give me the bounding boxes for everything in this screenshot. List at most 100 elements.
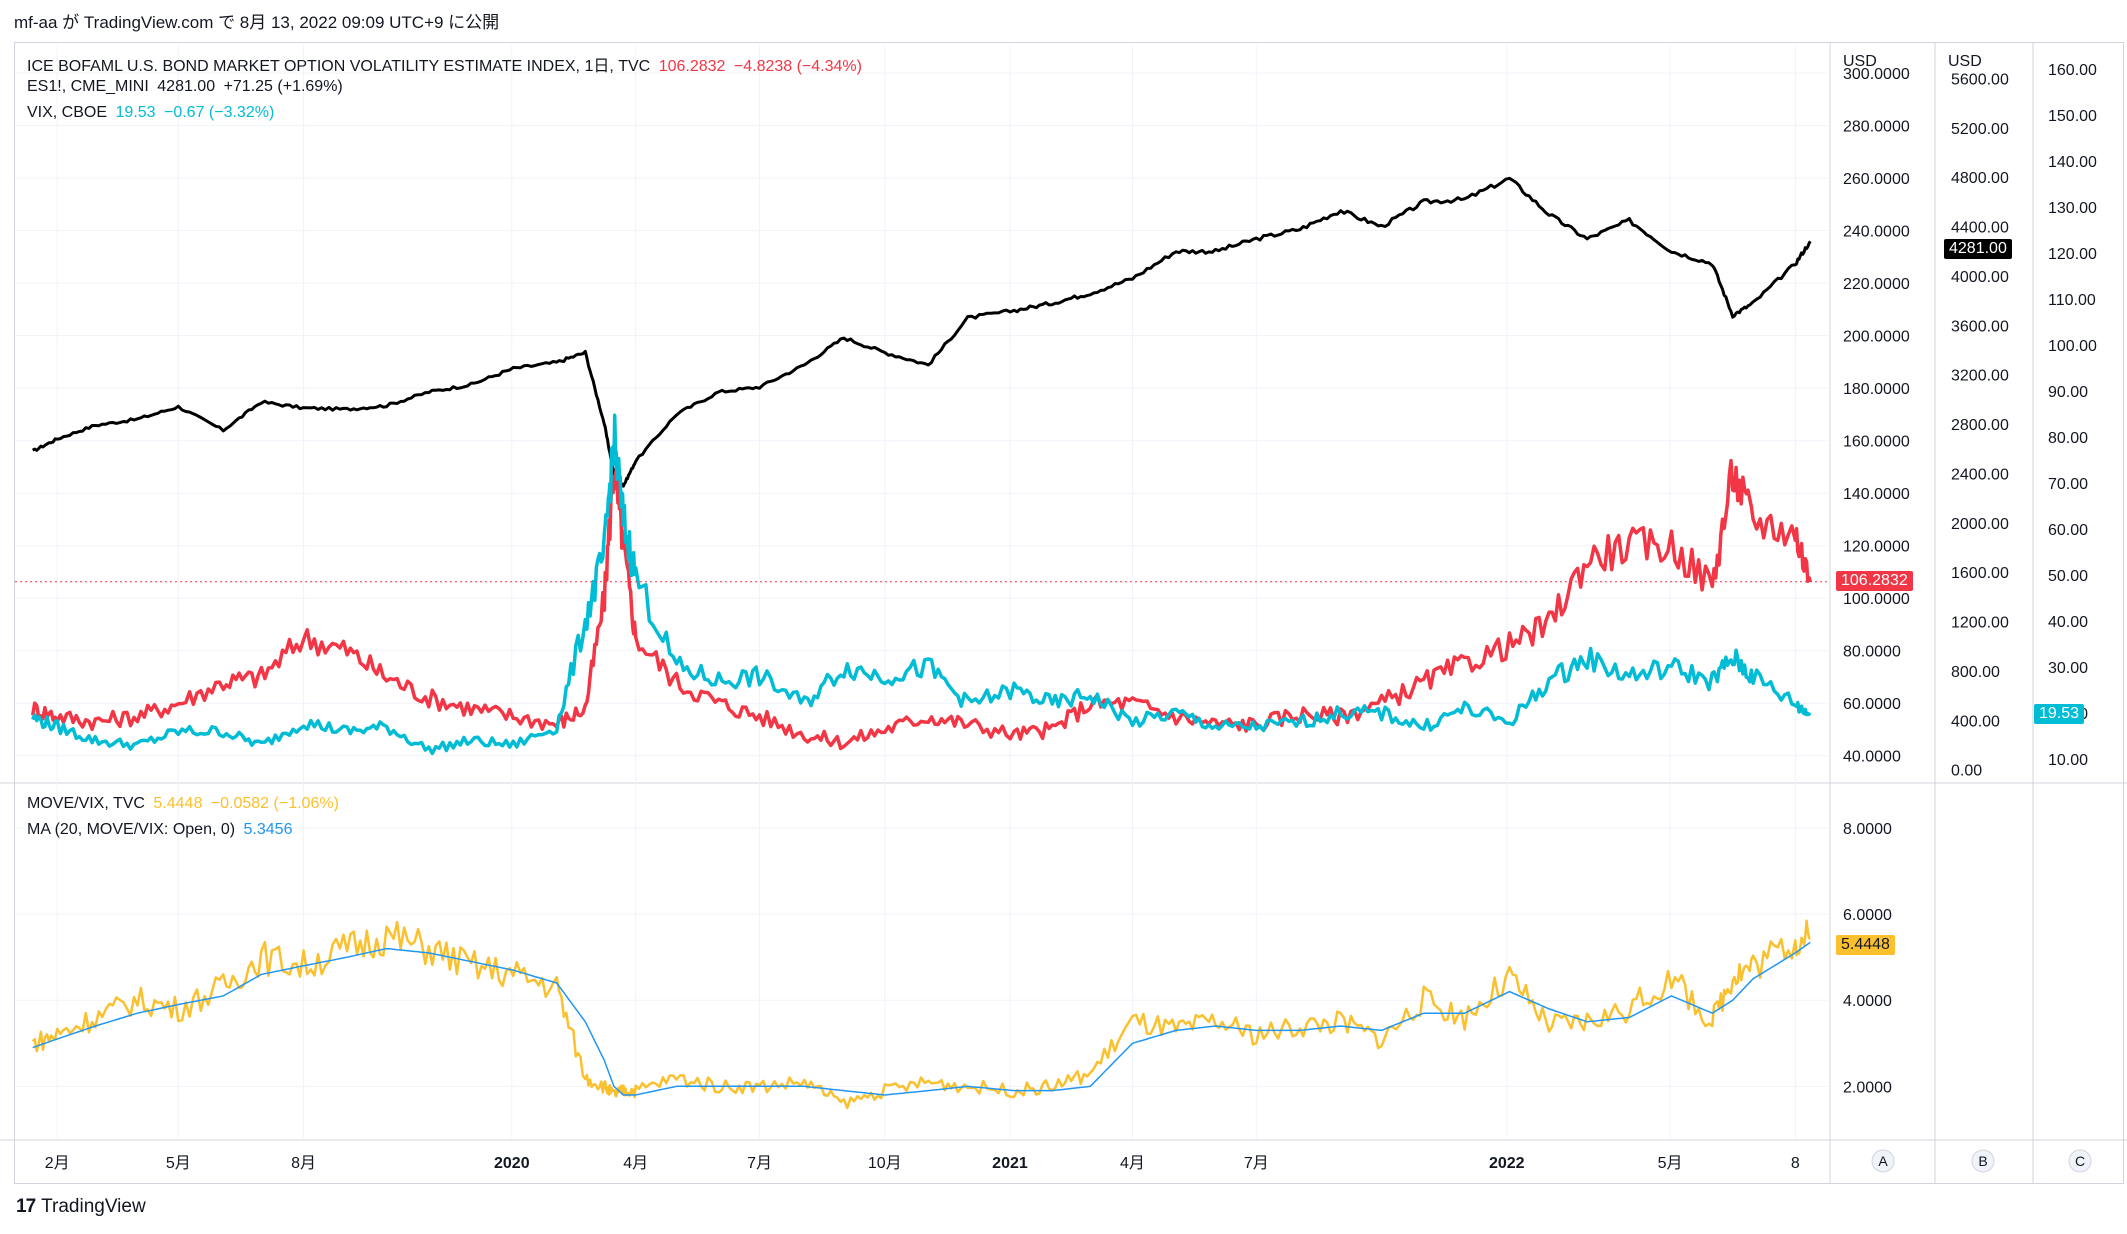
axis-a-tick: 160.0000: [1843, 434, 1910, 451]
scale-button-A: [1871, 1149, 1895, 1173]
legend-ma[interactable]: MA (20, MOVE/VIX: Open, 0) 5.3456: [27, 821, 296, 839]
scale-button-B: [1971, 1149, 1995, 1173]
axis-a-tick: 80.0000: [1843, 644, 1901, 661]
axis-lower-tick: 2.0000: [1843, 1079, 1892, 1096]
axis-b-tick: 1200.00: [1951, 615, 2009, 632]
time-axis-label: 5月: [166, 1155, 191, 1172]
tradingview-brand: TradingView: [41, 1196, 146, 1217]
time-axis-label: 10月: [868, 1155, 902, 1172]
axis-a-tick: 40.0000: [1843, 749, 1901, 766]
legend-ma-name: MA (20, MOVE/VIX: Open, 0): [27, 821, 236, 838]
time-axis-label: 7月: [747, 1155, 772, 1172]
tradingview-logo[interactable]: 17 TradingView: [16, 1196, 146, 1218]
legend-ratio-change: −0.0582 (−1.06%): [210, 795, 339, 812]
axis-b-tick: 4000.00: [1951, 269, 2009, 286]
axis-c-tick: 60.00: [2048, 522, 2088, 539]
legend-ratio-value: 5.4448: [153, 795, 203, 812]
axis-b-tick: 5200.00: [1951, 121, 2009, 138]
axis-a-currency: USD: [1843, 53, 1877, 70]
axis-a-tick: 260.0000: [1843, 171, 1910, 188]
move-line: [30, 458, 1812, 751]
axis-c-tick: 30.00: [2048, 660, 2088, 677]
legend-vix-value: 19.53: [115, 104, 156, 121]
axis-b-tick: 400.00: [1951, 713, 2000, 730]
vix-line: [31, 413, 1812, 756]
axis-b-tick: 0.00: [1951, 763, 1982, 780]
axis-c-tick: 40.00: [2048, 614, 2088, 631]
axis-c-tick: 100.00: [2048, 338, 2097, 355]
time-axis-label: 7月: [1244, 1155, 1269, 1172]
axis-a-tick: 200.0000: [1843, 329, 1910, 346]
time-axis-label: 2021: [992, 1155, 1028, 1172]
chart-frame[interactable]: [14, 42, 2124, 1184]
legend-move-change: −4.8238 (−4.34%): [733, 58, 862, 75]
axis-b-tick: 2000.00: [1951, 516, 2009, 533]
es-line: [31, 176, 1812, 488]
time-axis-label: 4月: [1120, 1155, 1145, 1172]
axis-c-tick: 150.00: [2048, 108, 2097, 125]
axis-a-tick: 280.0000: [1843, 119, 1910, 136]
axis-a-tick: 180.0000: [1843, 381, 1910, 398]
legend-es-name: ES1!, CME_MINI: [27, 78, 149, 95]
axis-c-tick: 10.00: [2048, 752, 2088, 769]
scale-button-C: [2068, 1149, 2092, 1173]
axis-c-tick: 160.00: [2048, 62, 2097, 79]
time-axis-label: 5月: [1658, 1155, 1683, 1172]
axis-b-tick: 800.00: [1951, 664, 2000, 681]
legend-move-value: 106.2832: [658, 58, 726, 75]
ma-line: [32, 941, 1811, 1096]
axis-lower-tick: 8.0000: [1843, 821, 1892, 838]
axis-b-tick: 3200.00: [1951, 368, 2009, 385]
axis-c-tick: 120.00: [2048, 246, 2097, 263]
axis-b-currency: USD: [1948, 53, 1982, 70]
move-price-tag: 106.2832: [1836, 571, 1913, 591]
time-axis-label: 8月: [291, 1155, 316, 1172]
time-axis-label: 2022: [1489, 1155, 1525, 1172]
scale-button-label: B: [1978, 1153, 1987, 1169]
publish-info: mf-aa が TradingView.com で 8月 13, 2022 09…: [14, 13, 500, 32]
axis-a-tick: 240.0000: [1843, 224, 1910, 241]
ratio-line: [31, 919, 1811, 1110]
legend-move-name: ICE BOFAML U.S. BOND MARKET OPTION VOLAT…: [27, 58, 651, 75]
vix-price-tag: 19.53: [2034, 704, 2085, 724]
axis-b-tick: 4400.00: [1951, 220, 2009, 237]
axis-lower-tick: 6.0000: [1843, 907, 1892, 924]
axis-lower-tick: 4.0000: [1843, 993, 1892, 1010]
axis-c-tick: 140.00: [2048, 154, 2097, 171]
axis-a-tick: 120.0000: [1843, 539, 1910, 556]
legend-vix[interactable]: VIX, CBOE 19.53 −0.67 (−3.32%): [27, 104, 278, 122]
es-price-tag: 4281.00: [1944, 239, 2012, 259]
legend-vix-name: VIX, CBOE: [27, 104, 108, 121]
axis-a-tick: 300.0000: [1843, 66, 1910, 83]
scale-button-label: A: [1878, 1153, 1888, 1169]
axis-a-tick: 220.0000: [1843, 276, 1910, 293]
legend-es[interactable]: ES1!, CME_MINI 4281.00 +71.25 (+1.69%): [27, 78, 347, 96]
axis-a-tick: 140.0000: [1843, 486, 1910, 503]
legend-es-value: 4281.00: [157, 78, 216, 95]
axis-c-tick: 80.00: [2048, 430, 2088, 447]
legend-ma-value: 5.3456: [243, 821, 293, 838]
legend-ratio[interactable]: MOVE/VIX, TVC 5.4448 −0.0582 (−1.06%): [27, 795, 343, 813]
time-axis-label: 2020: [494, 1155, 530, 1172]
tradingview-logo-icon: 17: [16, 1196, 36, 1217]
axis-c-tick: 70.00: [2048, 476, 2088, 493]
time-axis-label: 2月: [45, 1155, 70, 1172]
legend-move[interactable]: ICE BOFAML U.S. BOND MARKET OPTION VOLAT…: [27, 52, 866, 76]
time-axis-label: 8: [1791, 1155, 1800, 1172]
time-axis-label: 4月: [623, 1155, 648, 1172]
axis-b-tick: 2800.00: [1951, 417, 2009, 434]
axis-b-tick: 3600.00: [1951, 318, 2009, 335]
axis-b-tick: 5600.00: [1951, 72, 2009, 89]
axis-b-tick: 1600.00: [1951, 565, 2009, 582]
axis-c-tick: 90.00: [2048, 384, 2088, 401]
axis-a-tick: 60.0000: [1843, 696, 1901, 713]
axis-c-tick: 130.00: [2048, 200, 2097, 217]
ratio-price-tag: 5.4448: [1836, 935, 1895, 955]
axis-c-tick: 50.00: [2048, 568, 2088, 585]
axis-c-tick: 110.00: [2048, 292, 2096, 309]
axis-b-tick: 4800.00: [1951, 170, 2009, 187]
axis-b-tick: 2400.00: [1951, 466, 2009, 483]
legend-ratio-name: MOVE/VIX, TVC: [27, 795, 145, 812]
legend-vix-change: −0.67 (−3.32%): [163, 104, 275, 121]
